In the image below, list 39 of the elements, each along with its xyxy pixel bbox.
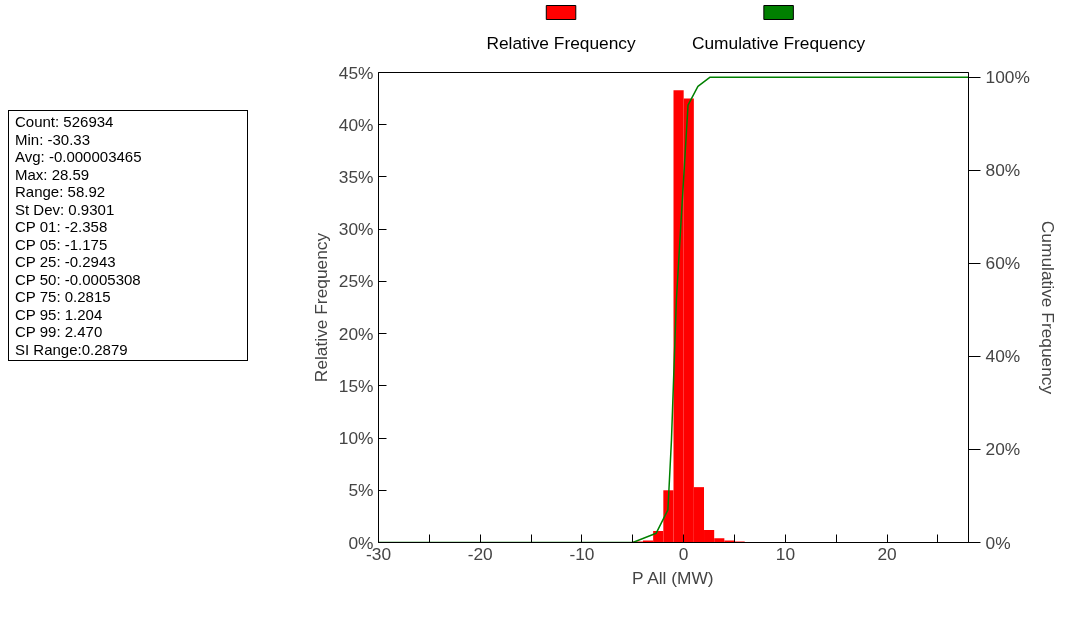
text: CP 01: -2.358: [15, 218, 109, 236]
text: Min: -30.33: [15, 130, 92, 148]
y2-tick-label: 60%: [985, 253, 1021, 274]
y-tick-label: 35%: [338, 166, 374, 187]
y2-tick-label: 80%: [985, 160, 1021, 181]
text: Avg: -0.000003465: [15, 148, 143, 166]
text: CP 99: 2.470: [15, 323, 104, 341]
text: CP 75: 0.2815: [15, 288, 112, 306]
text: CP 95: 1.204: [15, 305, 104, 323]
y-tick-label: 15%: [338, 375, 374, 396]
y-tick-label: 40%: [338, 114, 374, 135]
text: CP 50: -0.0005308: [15, 270, 142, 288]
y2-tick-label: 40%: [985, 346, 1021, 367]
y2-axis-title: Cumulative Frequency: [1037, 220, 1058, 395]
x-tick-label: 20: [877, 543, 897, 564]
text: St Dev: 0.9301: [15, 200, 116, 218]
legend-label: Cumulative Frequency: [691, 32, 866, 53]
y-tick-label: 30%: [338, 219, 374, 240]
text: Max: 28.59: [15, 165, 91, 183]
text: Range: 58.92: [15, 183, 107, 201]
x-tick-label: 0: [678, 543, 689, 564]
y-tick-label: 25%: [338, 271, 374, 292]
y-tick-label: 45%: [338, 62, 374, 83]
x-axis-title: P All (MW): [632, 567, 714, 588]
text: CP 05: -1.175: [15, 235, 109, 253]
x-tick-label: -20: [467, 543, 493, 564]
y-tick-label: 10%: [338, 428, 374, 449]
legend-label: Relative Frequency: [486, 32, 637, 53]
y-tick-label: 5%: [348, 480, 374, 501]
y2-tick-label: 100%: [985, 67, 1030, 88]
text: CP 25: -0.2943: [15, 253, 117, 271]
y2-tick-label: 0%: [985, 532, 1011, 553]
text: Count: 526934: [15, 113, 115, 131]
x-tick-label: 10: [775, 543, 796, 564]
y-axis-title: Relative Frequency: [310, 232, 331, 383]
text: SI Range:0.2879: [15, 340, 129, 358]
x-tick-label: -10: [569, 543, 595, 564]
y2-tick-label: 20%: [985, 439, 1021, 460]
y-tick-label: 20%: [338, 323, 374, 344]
